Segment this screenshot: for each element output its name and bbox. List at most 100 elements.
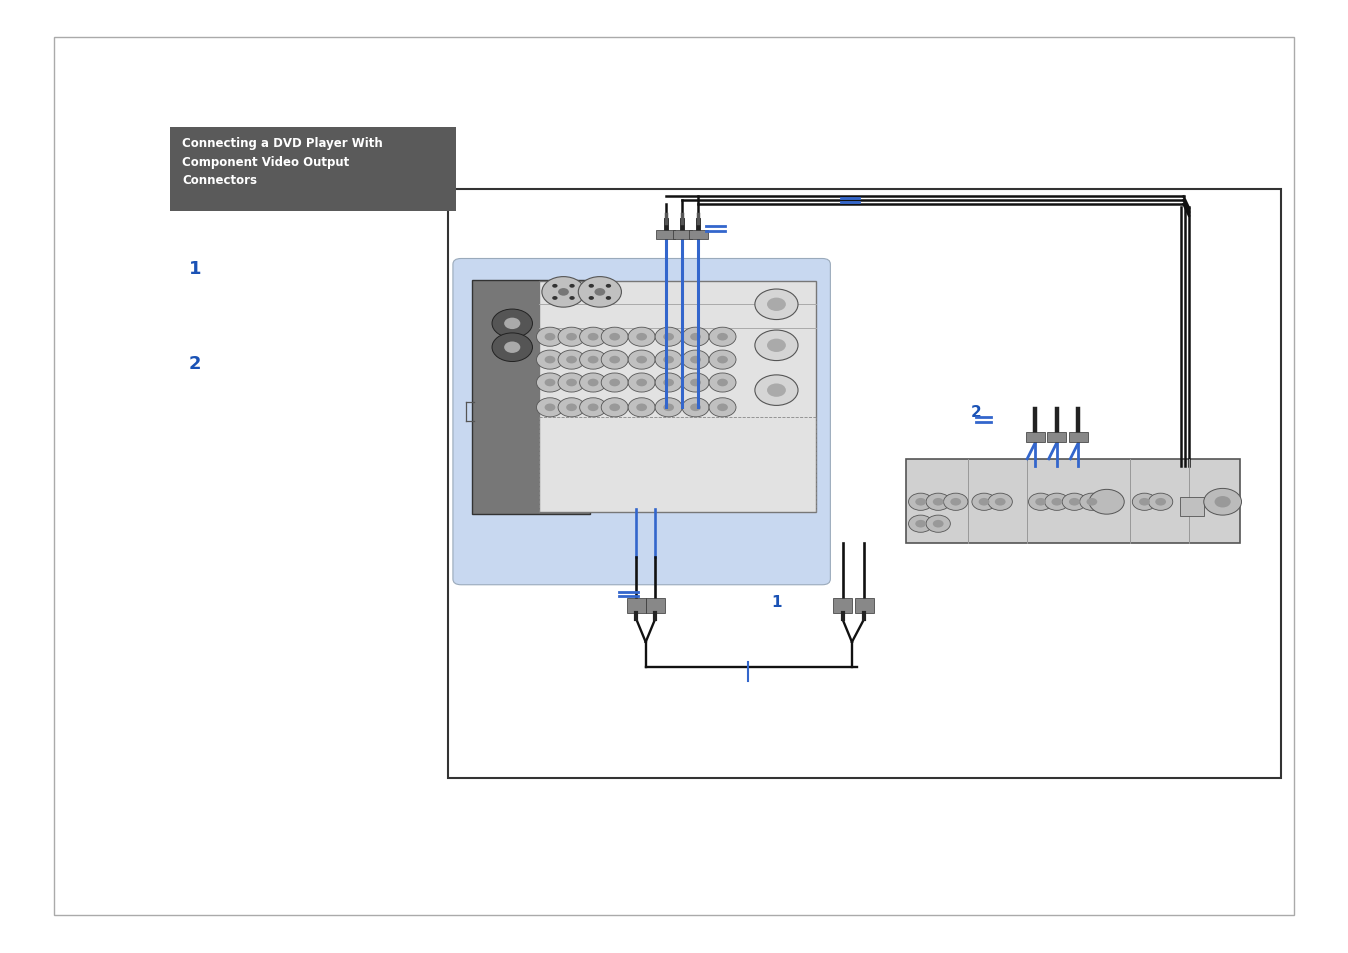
Circle shape [1215, 497, 1231, 508]
Circle shape [682, 351, 709, 370]
Circle shape [566, 334, 577, 341]
Circle shape [755, 331, 798, 361]
Circle shape [578, 277, 621, 308]
Circle shape [553, 296, 558, 300]
Circle shape [601, 351, 628, 370]
Circle shape [663, 404, 674, 412]
Circle shape [655, 328, 682, 347]
Text: Connecting a DVD Player With
Component Video Output
Connectors: Connecting a DVD Player With Component V… [182, 137, 383, 187]
Bar [539, 282, 816, 513]
Bar [646, 598, 665, 614]
Circle shape [926, 494, 950, 511]
Circle shape [545, 356, 555, 364]
Circle shape [580, 398, 607, 417]
Bar [855, 598, 874, 614]
Circle shape [605, 296, 611, 300]
Circle shape [609, 404, 620, 412]
Circle shape [628, 351, 655, 370]
Circle shape [566, 356, 577, 364]
Circle shape [558, 328, 585, 347]
Circle shape [690, 334, 701, 341]
Circle shape [933, 520, 944, 528]
FancyBboxPatch shape [453, 259, 830, 585]
Circle shape [588, 334, 599, 341]
Circle shape [1204, 489, 1242, 516]
Circle shape [628, 328, 655, 347]
Circle shape [709, 398, 736, 417]
Circle shape [909, 494, 933, 511]
Circle shape [767, 339, 786, 353]
Circle shape [926, 516, 950, 533]
Circle shape [580, 351, 607, 370]
Circle shape [1139, 498, 1150, 506]
Circle shape [1148, 494, 1173, 511]
Circle shape [655, 398, 682, 417]
Circle shape [558, 351, 585, 370]
Circle shape [636, 356, 647, 364]
Circle shape [1035, 498, 1046, 506]
Circle shape [628, 398, 655, 417]
Bar [1180, 497, 1204, 517]
Bar [906, 459, 1240, 543]
Circle shape [588, 379, 599, 387]
Text: 2: 2 [971, 404, 981, 419]
Circle shape [709, 351, 736, 370]
Circle shape [580, 328, 607, 347]
Bar [170, 128, 456, 212]
Circle shape [601, 374, 628, 393]
Circle shape [594, 289, 605, 296]
Circle shape [589, 285, 594, 289]
Bar [1047, 433, 1066, 442]
Text: 1: 1 [771, 595, 782, 610]
Bar [448, 190, 1281, 779]
Circle shape [636, 379, 647, 387]
Circle shape [1089, 490, 1124, 515]
Circle shape [717, 334, 728, 341]
Text: 1: 1 [189, 260, 201, 277]
Circle shape [537, 328, 563, 347]
Circle shape [663, 379, 674, 387]
Circle shape [767, 384, 786, 397]
Circle shape [601, 398, 628, 417]
Circle shape [717, 379, 728, 387]
Circle shape [1080, 494, 1104, 511]
Circle shape [933, 498, 944, 506]
Circle shape [1062, 494, 1086, 511]
Circle shape [492, 310, 532, 338]
Circle shape [655, 374, 682, 393]
Circle shape [545, 334, 555, 341]
Circle shape [580, 374, 607, 393]
Text: 2: 2 [189, 355, 201, 373]
Circle shape [553, 285, 558, 289]
Bar [689, 231, 708, 240]
Circle shape [915, 498, 926, 506]
Bar [833, 598, 852, 614]
Circle shape [690, 356, 701, 364]
Circle shape [588, 356, 599, 364]
Circle shape [690, 404, 701, 412]
Circle shape [995, 498, 1006, 506]
Circle shape [609, 379, 620, 387]
Circle shape [690, 379, 701, 387]
Circle shape [609, 356, 620, 364]
Circle shape [663, 356, 674, 364]
Circle shape [988, 494, 1012, 511]
Circle shape [709, 374, 736, 393]
Circle shape [655, 351, 682, 370]
Circle shape [566, 379, 577, 387]
Circle shape [545, 404, 555, 412]
Bar [627, 598, 646, 614]
Circle shape [909, 516, 933, 533]
Circle shape [588, 404, 599, 412]
Circle shape [601, 328, 628, 347]
Circle shape [545, 379, 555, 387]
Circle shape [609, 334, 620, 341]
Circle shape [537, 398, 563, 417]
Circle shape [537, 351, 563, 370]
Circle shape [1155, 498, 1166, 506]
Circle shape [717, 356, 728, 364]
Bar [656, 231, 675, 240]
Circle shape [504, 318, 520, 330]
Circle shape [605, 285, 611, 289]
Bar [673, 231, 692, 240]
